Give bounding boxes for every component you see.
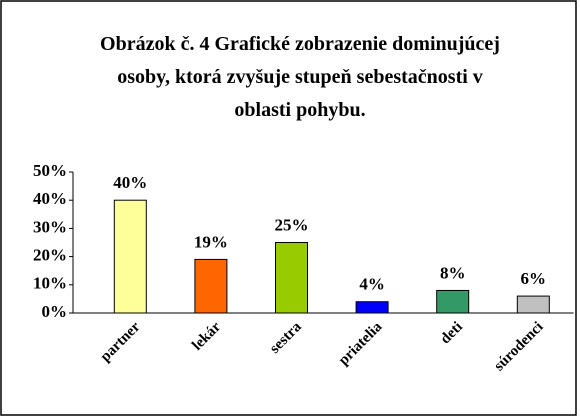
data-label: 8% [440, 263, 466, 282]
data-label: 19% [194, 232, 228, 251]
y-tick-label: 50% [33, 161, 67, 180]
bar [113, 199, 147, 314]
data-label: 6% [521, 269, 547, 288]
y-tick-label: 0% [42, 302, 68, 321]
data-label: 25% [275, 215, 309, 234]
bar [275, 242, 308, 314]
bar [194, 258, 228, 314]
chart-title: Obrázok č. 4 Grafické zobrazenie dominuj… [100, 33, 500, 121]
bar [355, 301, 389, 314]
y-tick-label: 40% [33, 189, 67, 208]
y-tick-label: 10% [33, 274, 67, 293]
data-label: 4% [359, 275, 385, 294]
data-label: 40% [113, 173, 147, 192]
bar [516, 295, 550, 314]
y-tick-label: 20% [33, 246, 67, 265]
bar [436, 289, 470, 314]
y-tick-label: 30% [33, 217, 67, 236]
